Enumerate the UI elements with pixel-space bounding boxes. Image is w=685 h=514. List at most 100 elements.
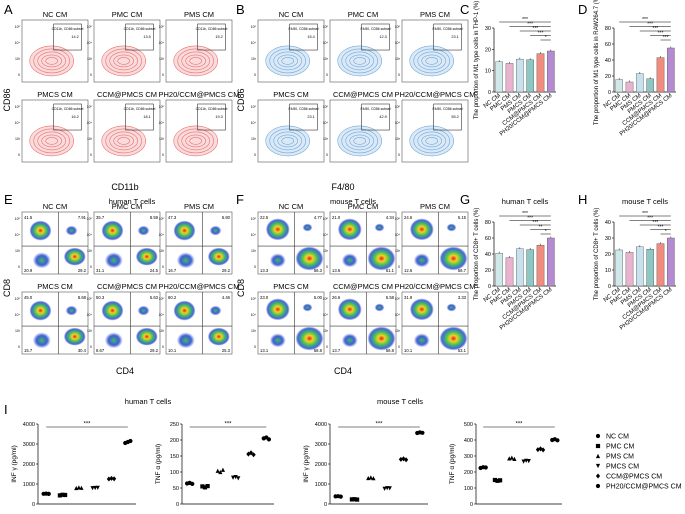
panel-b-tick: 10⁴ bbox=[323, 121, 329, 125]
panel-e-plot-5: PH20/CCM@PMCS CM 10⁵ 10⁴ 10³ 0 60.2 4.46 10.1 25… bbox=[159, 282, 239, 355]
panel-a-gate-label: CD11b, CD86 subset bbox=[196, 107, 228, 111]
panel-a-plot-title: PMCS CM bbox=[37, 90, 72, 99]
panel-e-tick: 10³ bbox=[87, 249, 93, 253]
chart-i3-point bbox=[420, 430, 425, 435]
chart-i3-point bbox=[404, 457, 409, 463]
panel-b-tick: 10³ bbox=[395, 137, 401, 141]
panel-a-plot-title: CCM@PMCS CM bbox=[97, 90, 157, 99]
panel-f-tick: 10⁴ bbox=[395, 233, 401, 237]
panel-a-contour bbox=[101, 125, 146, 157]
panel-e-quadrant-value: 45.0 bbox=[24, 295, 33, 300]
legend-label: PMC CM bbox=[606, 443, 635, 450]
chart-c: C 0 10 20 30 The proportion of M1 type cells … bbox=[460, 1, 556, 137]
panel-a-tick: 0 bbox=[90, 153, 92, 157]
panel-b-tick: 0 bbox=[254, 153, 256, 157]
panel-b-tick: 10³ bbox=[323, 57, 329, 61]
chart-i2-point bbox=[248, 450, 254, 456]
chart-h-tick-label: 0 bbox=[608, 284, 611, 290]
panel-e-density bbox=[135, 327, 158, 346]
panel-b-tick: 10⁵ bbox=[395, 105, 401, 109]
panel-e-density bbox=[63, 247, 86, 266]
chart-i3-tick-label: 4000 bbox=[315, 422, 327, 428]
chart-i2-tick-label: 50 bbox=[173, 486, 179, 492]
panel-e-density bbox=[65, 305, 78, 316]
panel-f-quadrant-value: 13.3 bbox=[260, 268, 269, 273]
panel-a-tick: 10³ bbox=[15, 137, 21, 141]
panel-b-contour bbox=[421, 54, 443, 68]
chart-i1-tick-label: 0 bbox=[32, 502, 35, 508]
chart-i4-ylabel: TNF α (pg/ml) bbox=[449, 444, 456, 484]
panel-e-xlabel: CD4 bbox=[116, 366, 134, 376]
panel-e-quadrant-value: 35.7 bbox=[96, 215, 105, 220]
chart-i1-ylabel: INF γ (pg/ml) bbox=[11, 445, 18, 483]
panel-b-gate-label: F4/80, CD86 subset bbox=[288, 27, 318, 31]
chart-i1-point bbox=[60, 492, 65, 497]
panel-f-density bbox=[367, 246, 396, 271]
legend: NC CM PMC CM PMS CM PMCS CM CCM@PMCS CM PH20/… bbox=[595, 433, 682, 490]
panel-a-contour bbox=[37, 51, 67, 71]
chart-h-tick-label: 40 bbox=[605, 220, 611, 226]
panel-a-contour bbox=[185, 54, 206, 68]
panel-b-contour bbox=[425, 137, 439, 145]
panel-e-plot-title: PMC CM bbox=[112, 202, 142, 211]
panel-e-tick: 10³ bbox=[15, 329, 21, 333]
panel-e-density bbox=[32, 252, 51, 269]
chart-h-bar bbox=[625, 252, 634, 287]
panel-a-gate-label: CD11b, CD86 subset bbox=[124, 107, 156, 111]
panel-b-gate-value: 23.1 bbox=[307, 115, 314, 119]
chart-g-tick-label: 0 bbox=[488, 284, 491, 290]
panel-b-plot-0: NC CM 10⁵ 10⁴ 10³ 0 F4/80, CD86 subset 15.4 bbox=[251, 10, 325, 83]
legend-symbol bbox=[595, 453, 601, 459]
panel-b-tick: 0 bbox=[398, 153, 400, 157]
panel-e-plot-2: PMS CM 10⁵ 10⁴ 10³ 0 47.3 6.80 16.7 29.2 bbox=[159, 202, 233, 275]
panel-f-tick: 0 bbox=[254, 265, 256, 269]
chart-d: D 0 20 40 60 80 The proportion of M1 type cell… bbox=[578, 0, 676, 137]
panel-e-quadrant-value: 15.7 bbox=[24, 348, 33, 353]
panel-a-gate bbox=[125, 103, 154, 131]
chart-i4-point bbox=[521, 459, 526, 464]
panel-f-tick: 0 bbox=[326, 265, 328, 269]
chart-d-bar bbox=[667, 47, 675, 93]
panel-e-density bbox=[137, 225, 150, 236]
chart-d-sig-label: *** bbox=[663, 35, 669, 41]
panel-b-plot-2: PMS CM 10⁵ 10⁴ 10³ 0 F4/80, CD86 subset 23.1 bbox=[395, 10, 469, 83]
panel-e-quadrant-value: 31.1 bbox=[96, 268, 105, 273]
panel-f-plot-title: NC CM bbox=[279, 202, 304, 211]
panel-f-density bbox=[337, 218, 362, 241]
panel-e-quadrant-value: 41.5 bbox=[24, 215, 33, 220]
panel-f-quadrant-value: 22.5 bbox=[260, 215, 269, 220]
chart-d-tick-label: 20 bbox=[605, 74, 611, 80]
panel-f-quadrant-value: 24.6 bbox=[404, 215, 413, 220]
chart-i1-point bbox=[106, 476, 111, 482]
panel-e-density bbox=[173, 220, 196, 241]
panel-e-plot-1: PMC CM 10⁵ 10⁴ 10³ 0 35.7 8.59 31.1 24.5 bbox=[87, 202, 161, 275]
panel-a-plot-frame bbox=[165, 19, 233, 83]
panel-a-xlabel: CD11b bbox=[111, 182, 138, 192]
panel-f-plot-title: PMC CM bbox=[348, 202, 378, 211]
chart-g-bar bbox=[516, 248, 524, 287]
chart-i4-point bbox=[526, 459, 531, 464]
chart-h-sig-label: *** bbox=[642, 211, 648, 217]
panel-a-contour bbox=[41, 54, 63, 68]
panel-e-density bbox=[176, 332, 195, 349]
chart-h-sig-label: * bbox=[665, 229, 667, 235]
panel-f-quadrant-value: 56.7 bbox=[458, 268, 467, 273]
panel-e-plot-title: PMCS CM bbox=[37, 282, 72, 291]
chart-i4-point bbox=[555, 438, 560, 443]
chart-g-tick-label: 20 bbox=[485, 268, 491, 274]
panel-b-gate-label: F4/80, CD86 subset bbox=[432, 27, 462, 31]
panel-a-tick: 10³ bbox=[159, 137, 165, 141]
chart-i3-sig-label: *** bbox=[375, 422, 383, 428]
panel-b-contour bbox=[269, 128, 307, 154]
chart-i2-tick-label: 100 bbox=[170, 470, 179, 476]
chart-i1-point bbox=[76, 485, 81, 490]
panel-b-plot-4: CCM@PMCS CM 10⁵ 10⁴ 10³ 0 F4/80, CD86 subset 4… bbox=[323, 90, 397, 163]
chart-i1-sig-label: *** bbox=[83, 422, 91, 428]
chart-i3-tick-label: 1000 bbox=[315, 482, 327, 488]
panel-a-tick: 10⁴ bbox=[15, 121, 21, 125]
chart-i1-tick-label: 1000 bbox=[23, 482, 35, 488]
panel-f-density bbox=[302, 303, 313, 312]
panel-b-tick: 10⁵ bbox=[251, 25, 257, 29]
panel-e-density bbox=[137, 305, 150, 316]
panel-a-tick: 10⁴ bbox=[159, 41, 165, 45]
